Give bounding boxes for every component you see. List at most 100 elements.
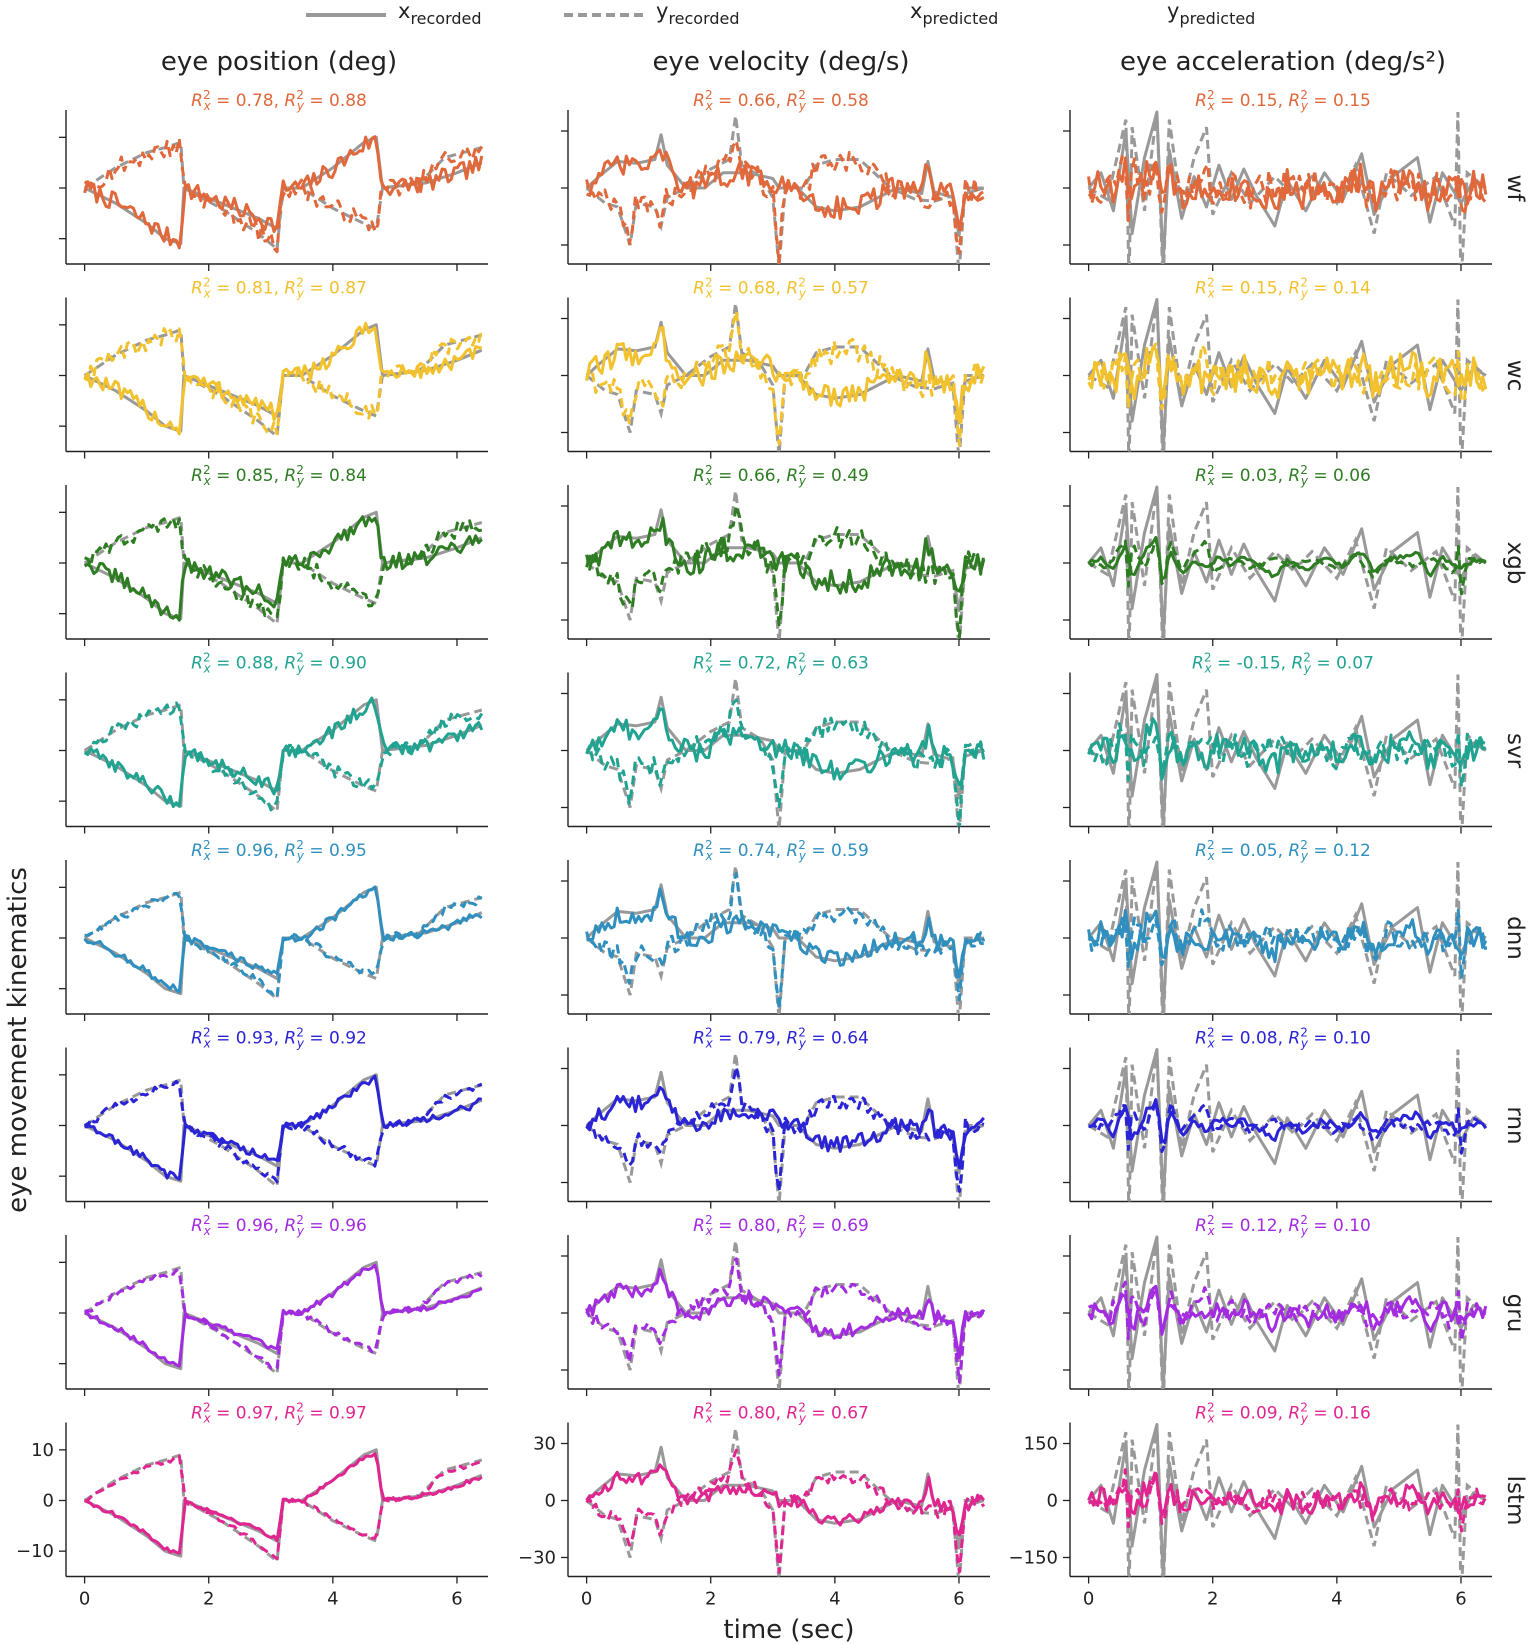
series-x-predicted <box>585 1085 985 1170</box>
series-lines <box>83 696 484 815</box>
column-title-0: eye position (deg) <box>161 47 397 77</box>
series-x-predicted <box>1087 717 1487 781</box>
series-y-predicted <box>1087 536 1487 596</box>
r2-annotation: R2 x = 0.85, R2 y = 0.84 <box>191 463 367 488</box>
r2-annotation: R2 x = 0.12, R2 y = 0.10 <box>1195 1213 1371 1238</box>
series-x-predicted <box>83 696 484 808</box>
series-lines <box>83 885 483 1002</box>
row-label-dnn: dnn <box>1502 916 1528 960</box>
row-label-xgb: xgb <box>1502 542 1528 585</box>
series-x-predicted <box>1087 1284 1488 1336</box>
panel-rnn-position: R2 x = 0.93, R2 y = 0.92 <box>59 1026 488 1209</box>
legend-label: yrecorded <box>656 0 740 28</box>
series-y-recorded <box>585 1053 984 1202</box>
series-lines <box>83 135 484 254</box>
series-y-recorded <box>1087 674 1487 827</box>
r2-annotation: R2 x = 0.88, R2 y = 0.90 <box>191 651 367 676</box>
series-y-predicted <box>585 504 986 639</box>
r2-annotation: R2 x = 0.79, R2 y = 0.64 <box>693 1026 869 1051</box>
legend-item-x-recorded: xrecorded <box>306 0 482 28</box>
x-axis-title: time (sec) <box>723 1615 854 1645</box>
model-row-rnn: R2 x = 0.93, R2 y = 0.92 R2 x = 0.79, R2 y = … <box>59 1026 1528 1209</box>
series-y-predicted <box>1087 908 1488 981</box>
x-tick-label: 2 <box>1207 1589 1218 1610</box>
r2-annotation: R2 x = 0.78, R2 y = 0.88 <box>191 88 367 113</box>
y-tick-label: −150 <box>1009 1548 1058 1569</box>
panel-lstm-velocity: −30 0 30 0 2 4 6 R2 x = 0.80, R2 y = 0.67 <box>518 1401 990 1610</box>
y-tick-label: 150 <box>1024 1434 1058 1455</box>
panel-dnn-acceleration: R2 x = 0.05, R2 y = 0.12 <box>1063 838 1492 1021</box>
panel-gru-velocity: R2 x = 0.80, R2 y = 0.69 <box>561 1213 990 1396</box>
column-titles: eye position (deg) eye velocity (deg/s) ey… <box>161 47 1446 77</box>
series-x-predicted <box>83 135 484 250</box>
model-row-wf: R2 x = 0.78, R2 y = 0.88 R2 x = 0.66, R2 y = … <box>59 88 1528 271</box>
series-y-predicted <box>84 891 483 999</box>
series-y-predicted <box>1087 1280 1487 1343</box>
series-lines <box>1087 860 1488 1014</box>
series-lines <box>83 1448 483 1565</box>
panel-wf-velocity: R2 x = 0.66, R2 y = 0.58 <box>561 88 990 271</box>
panel-rnn-acceleration: R2 x = 0.08, R2 y = 0.10 <box>1063 1026 1492 1209</box>
panel-xgb-position: R2 x = 0.85, R2 y = 0.84 <box>59 463 488 646</box>
series-y-predicted <box>1088 1100 1487 1155</box>
series-y-recorded <box>585 115 984 264</box>
panel-grid: R2 x = 0.78, R2 y = 0.88 R2 x = 0.66, R2 y = … <box>16 88 1528 1610</box>
series-y-predicted <box>84 1454 482 1561</box>
x-tick-label: 4 <box>327 1589 338 1610</box>
series-lines <box>1087 1423 1488 1577</box>
panel-wf-position: R2 x = 0.78, R2 y = 0.88 <box>59 88 488 271</box>
r2-annotation: R2 x = 0.03, R2 y = 0.06 <box>1195 463 1371 488</box>
series-x-recorded <box>1087 298 1487 452</box>
series-lines <box>585 115 985 264</box>
x-tick-label: 6 <box>953 1589 964 1610</box>
series-y-predicted <box>585 1448 986 1574</box>
series-y-recorded <box>585 1240 984 1389</box>
series-lines <box>83 1260 483 1377</box>
series-lines <box>1087 485 1487 639</box>
x-tick-label: 2 <box>705 1589 716 1610</box>
panel-rnn-velocity: R2 x = 0.79, R2 y = 0.64 <box>561 1026 990 1209</box>
series-y-predicted <box>83 327 484 436</box>
series-lines <box>83 321 484 440</box>
series-x-recorded <box>1087 1048 1487 1202</box>
y-tick-label: −10 <box>16 1541 54 1562</box>
series-y-predicted <box>1087 342 1488 411</box>
r2-annotation: R2 x = 0.97, R2 y = 0.97 <box>191 1401 367 1426</box>
series-y-recorded <box>83 515 483 627</box>
series-y-predicted <box>84 516 482 619</box>
r2-annotation: R2 x = 0.74, R2 y = 0.59 <box>693 838 869 863</box>
r2-annotation: R2 x = 0.80, R2 y = 0.67 <box>693 1401 869 1426</box>
series-lines <box>83 510 483 627</box>
series-y-recorded <box>1087 1049 1487 1202</box>
model-row-lstm: −10 0 10 0 2 4 6 R2 x = 0.97, R2 y = 0.97 −30 0 30 0 2… <box>16 1401 1528 1610</box>
panel-wf-acceleration: R2 x = 0.15, R2 y = 0.15 <box>1063 88 1492 271</box>
panel-gru-acceleration: R2 x = 0.12, R2 y = 0.10 <box>1063 1213 1492 1396</box>
row-label-wf: wf <box>1502 175 1528 203</box>
series-y-predicted <box>84 1268 483 1370</box>
series-x-predicted <box>83 1452 483 1555</box>
column-title-2: eye acceleration (deg/s²) <box>1120 47 1446 77</box>
y-tick-label: −30 <box>518 1548 556 1569</box>
legend-label: xrecorded <box>398 0 482 28</box>
series-y-predicted <box>84 1079 483 1184</box>
row-label-svr: svr <box>1502 733 1528 769</box>
panel-dnn-position: R2 x = 0.96, R2 y = 0.95 <box>59 838 488 1021</box>
panel-xgb-velocity: R2 x = 0.66, R2 y = 0.49 <box>561 463 990 646</box>
panel-wc-position: R2 x = 0.81, R2 y = 0.87 <box>59 276 488 459</box>
panel-wc-velocity: R2 x = 0.68, R2 y = 0.57 <box>561 276 990 459</box>
panel-lstm-acceleration: −150 0 150 0 2 4 6 R2 x = 0.09, R2 y = 0.16 <box>1009 1401 1492 1610</box>
r2-annotation: R2 x = 0.66, R2 y = 0.58 <box>693 88 869 113</box>
series-y-predicted <box>83 137 484 254</box>
series-x-predicted <box>586 887 984 979</box>
panel-svr-velocity: R2 x = 0.72, R2 y = 0.63 <box>561 651 990 834</box>
r2-annotation: R2 x = 0.81, R2 y = 0.87 <box>191 276 367 301</box>
panel-xgb-acceleration: R2 x = 0.03, R2 y = 0.06 <box>1063 463 1492 646</box>
x-tick-label: 0 <box>581 1589 592 1610</box>
panel-wc-acceleration: R2 x = 0.15, R2 y = 0.14 <box>1063 276 1492 459</box>
model-row-wc: R2 x = 0.81, R2 y = 0.87 R2 x = 0.68, R2 y = … <box>59 276 1528 459</box>
row-label-wc: wc <box>1502 360 1528 391</box>
series-y-predicted <box>585 872 986 1011</box>
r2-annotation: R2 x = 0.93, R2 y = 0.92 <box>191 1026 367 1051</box>
series-lines <box>585 303 986 452</box>
